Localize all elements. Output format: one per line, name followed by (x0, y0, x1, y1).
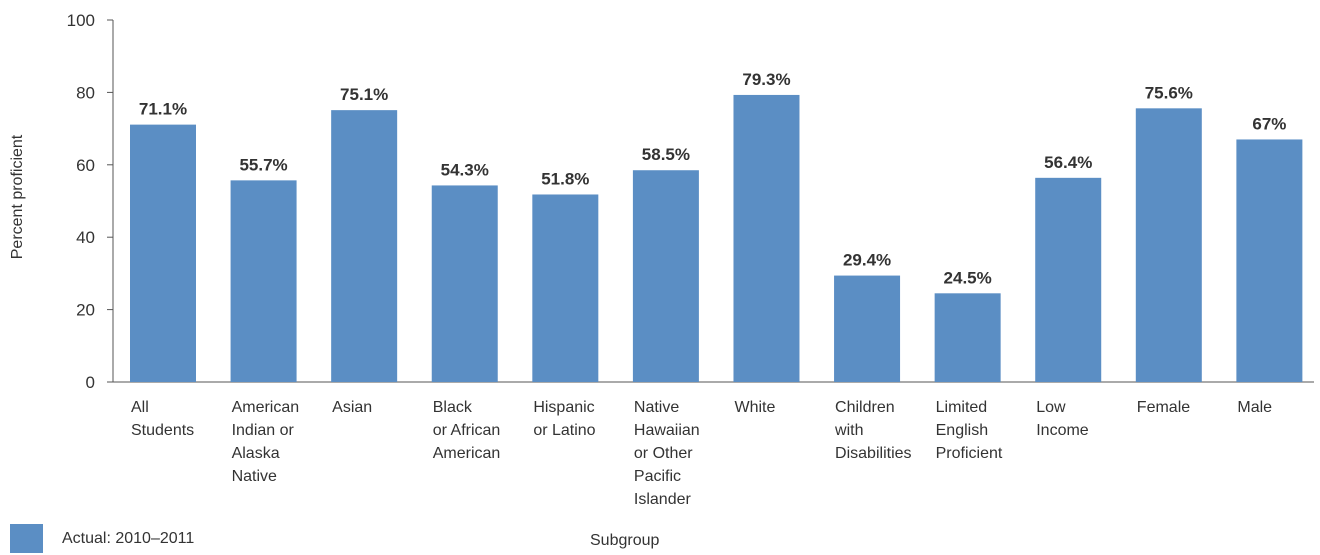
x-tick-label-line: Disabilities (835, 445, 911, 462)
x-tick-label: Children with Disabilities (834, 399, 911, 462)
y-tick-label: 100 (67, 11, 95, 30)
legend-label: Actual: 2010–2011 (62, 529, 195, 547)
data-label: 71.1% (139, 100, 187, 119)
x-tick-label-line: American (232, 399, 300, 416)
x-tick-label-line: Hispanic (533, 399, 594, 416)
x-tick-label-line: Indian or (232, 422, 295, 439)
bar (331, 110, 398, 382)
y-axis: 0 20 40 60 80 100 (67, 11, 1314, 392)
data-label: 51.8% (541, 169, 589, 188)
data-label: 29.4% (843, 251, 891, 270)
x-tick-label: Low Income (1036, 399, 1089, 439)
x-tick-label-line: or Other (634, 445, 693, 462)
data-label: 54.3% (441, 160, 489, 179)
bar (733, 94, 800, 383)
bar (834, 275, 901, 382)
y-tick-label: 60 (76, 156, 95, 175)
x-tick-label-line: Black (433, 399, 473, 416)
bar (934, 293, 1001, 382)
x-tick-label: Asian (332, 399, 372, 416)
bar (532, 194, 599, 382)
bar (1035, 177, 1102, 382)
legend-swatch (10, 524, 43, 553)
legend: Actual: 2010–2011 (10, 524, 194, 553)
data-label: 56.4% (1044, 153, 1092, 172)
x-tick-label-line: Native (634, 399, 679, 416)
data-label: 75.6% (1145, 83, 1193, 102)
x-tick-label-line: Income (1036, 422, 1089, 439)
x-tick-label-line: Islander (634, 491, 692, 508)
bar (1236, 139, 1303, 382)
y-tick-label: 80 (76, 83, 95, 102)
x-tick-label-line: or African (433, 422, 501, 439)
bar (130, 124, 196, 383)
bar (1135, 108, 1202, 382)
data-labels: 71.1% 55.7% 75.1% 54.3% 51.8% 58.5% 79.3% 29.4%… (139, 70, 1286, 287)
bar (632, 170, 699, 382)
x-tick-label-line: Limited (936, 399, 988, 416)
bar-chart: 0 20 40 60 80 100 71.1% 55.7% 75.1% 54.3% 51.8% 58… (9, 11, 1314, 508)
x-tick-label-line: Hawaiian (634, 422, 700, 439)
data-label: 24.5% (944, 268, 992, 287)
bar (230, 180, 297, 382)
x-tick-label-line: Students (131, 422, 194, 439)
x-tick-label: All Students (131, 399, 194, 439)
x-tick-label-line: Children (835, 399, 895, 416)
x-tick-label: Male (1237, 399, 1272, 416)
x-tick-label-line: Proficient (936, 445, 1003, 462)
y-tick-label: 0 (86, 373, 95, 392)
data-label: 67% (1252, 114, 1286, 133)
x-tick-label-line: White (734, 399, 775, 416)
x-tick-label-line: Asian (332, 399, 372, 416)
y-tick-label: 40 (76, 228, 95, 247)
x-tick-label-line: Female (1137, 399, 1190, 416)
x-tick-label: Female (1137, 399, 1190, 416)
x-tick-label: Limited English Proficient (936, 399, 1003, 462)
data-label: 55.7% (239, 155, 287, 174)
data-label: 58.5% (642, 145, 690, 164)
x-tick-label: White (734, 399, 775, 416)
x-tick-label: Hispanic or Latino (533, 399, 595, 439)
y-axis-title: Percent proficient (9, 134, 26, 259)
x-tick-label-line: Alaska (232, 445, 280, 462)
x-tick-label-line: Native (232, 468, 277, 485)
bar (431, 185, 498, 382)
y-tick-label: 20 (76, 301, 95, 320)
x-tick-label-line: English (936, 422, 988, 439)
x-tick-label-line: with (834, 422, 863, 439)
x-tick-label: American Indian or Alaska Native (232, 399, 300, 485)
data-label: 75.1% (340, 85, 388, 104)
x-axis-labels: All Students American Indian or Alaska Native… (131, 399, 1272, 508)
x-tick-label-line: Pacific (634, 468, 681, 485)
bars (130, 94, 1303, 383)
x-tick-label-line: Low (1036, 399, 1066, 416)
x-tick-label-line: or Latino (533, 422, 595, 439)
x-tick-label-line: All (131, 399, 149, 416)
data-label: 79.3% (742, 70, 790, 89)
x-axis-title: Subgroup (590, 532, 660, 549)
x-tick-label-line: American (433, 445, 501, 462)
x-tick-label: Native Hawaiian or Other Pacific Islander (634, 399, 700, 508)
x-tick-label-line: Male (1237, 399, 1272, 416)
x-tick-label: Black or African American (433, 399, 501, 462)
